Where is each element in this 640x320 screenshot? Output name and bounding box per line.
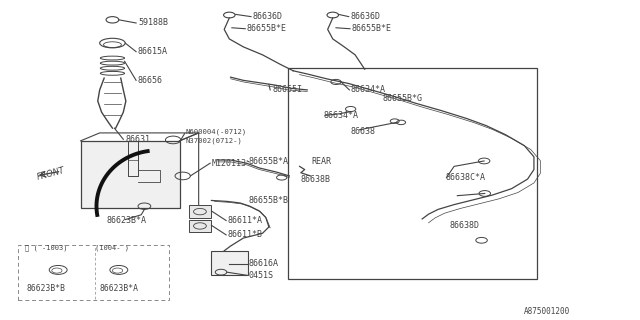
Text: N37002(0712-): N37002(0712-): [186, 138, 243, 144]
Bar: [189, 205, 211, 218]
Text: 86638B: 86638B: [301, 175, 331, 184]
Text: M120113: M120113: [211, 159, 246, 168]
Bar: [288, 68, 537, 279]
Text: 86655I: 86655I: [272, 85, 302, 94]
Text: 86655B*E: 86655B*E: [246, 24, 287, 33]
Text: 86655B*E: 86655B*E: [352, 24, 392, 33]
Text: 86623B*A: 86623B*A: [106, 216, 146, 225]
Text: REAR: REAR: [312, 157, 332, 166]
Text: N600004(-0712): N600004(-0712): [186, 128, 247, 135]
Text: 86655B*G: 86655B*G: [383, 94, 422, 103]
Text: 86636D: 86636D: [351, 12, 381, 21]
Text: 0451S: 0451S: [248, 271, 273, 280]
Text: 86656: 86656: [138, 76, 163, 85]
Text: 86638C*A: 86638C*A: [446, 173, 486, 182]
Bar: [211, 251, 248, 275]
Text: 86616A: 86616A: [248, 259, 278, 268]
Bar: [189, 220, 211, 232]
FancyBboxPatch shape: [81, 141, 179, 208]
Text: 86611*A: 86611*A: [227, 216, 262, 225]
Text: 86611*B: 86611*B: [227, 230, 262, 239]
Text: A875001200: A875001200: [524, 307, 571, 316]
Text: FRONT: FRONT: [36, 166, 66, 182]
Text: 86636D: 86636D: [253, 12, 283, 21]
Text: ※ ( -1003): ※ ( -1003): [25, 245, 67, 252]
Text: 86631: 86631: [125, 135, 150, 144]
Text: 86638D: 86638D: [450, 221, 479, 230]
Text: 86615A: 86615A: [138, 47, 168, 56]
Text: 86623B*B: 86623B*B: [26, 284, 65, 292]
Text: 86655B*A: 86655B*A: [248, 157, 289, 166]
Text: 86634*A: 86634*A: [351, 85, 386, 94]
Text: 86623B*A: 86623B*A: [100, 284, 139, 292]
Text: 86634*A: 86634*A: [323, 111, 358, 120]
Text: 86655B*B: 86655B*B: [248, 196, 289, 205]
Text: (1004- ): (1004- ): [95, 245, 129, 251]
Text: 86638: 86638: [351, 127, 376, 136]
Text: 59188B: 59188B: [138, 19, 168, 28]
